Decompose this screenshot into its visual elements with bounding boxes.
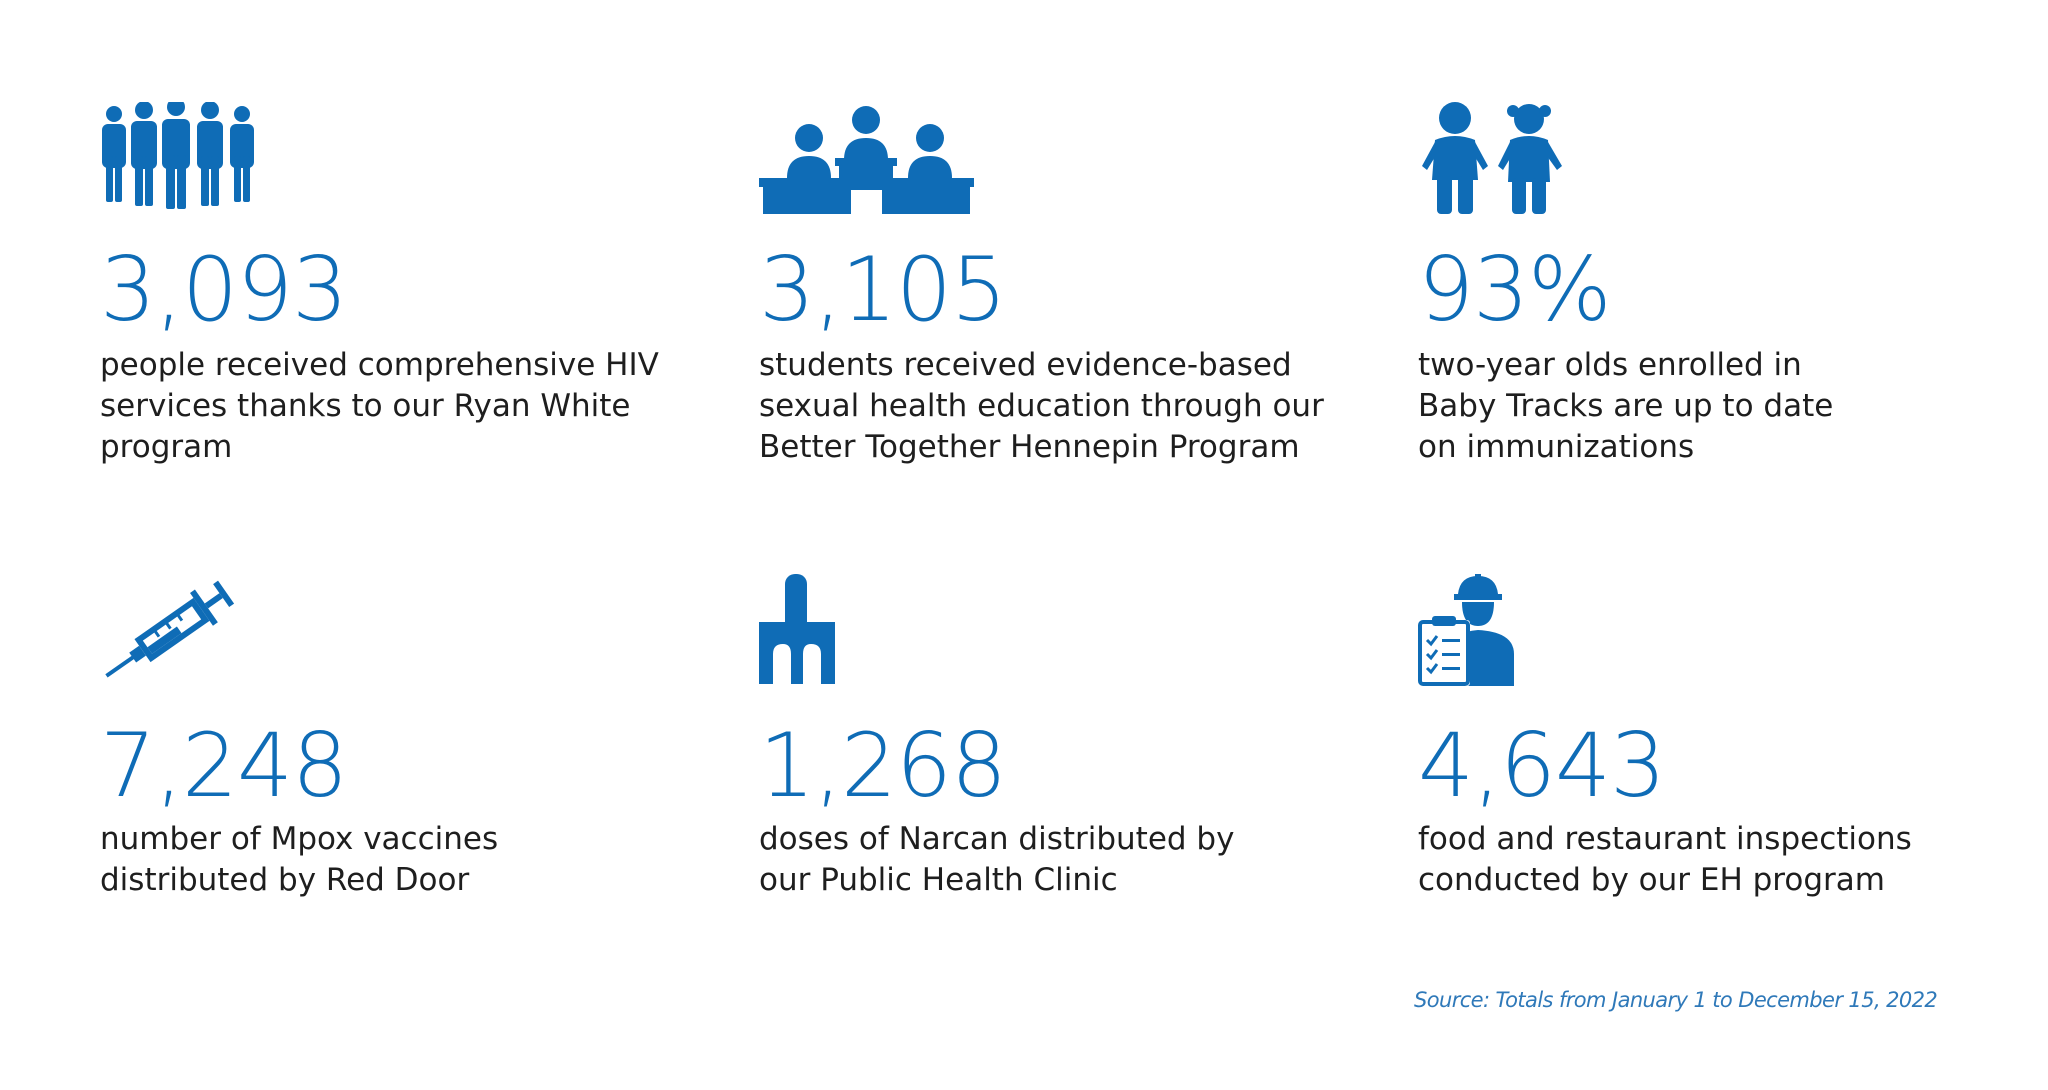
stat-value: 4,643 bbox=[1418, 714, 1666, 817]
description-line: Baby Tracks are up to date bbox=[1418, 388, 1834, 424]
stat-description: students received evidence-based sexual … bbox=[759, 345, 1359, 468]
source-note: Source: Totals from January 1 to Decembe… bbox=[1414, 988, 1938, 1012]
students-at-desks-icon bbox=[759, 106, 974, 214]
description-line: distributed by Red Door bbox=[100, 862, 470, 898]
stat-value: 1,268 bbox=[759, 714, 1007, 817]
stat-description: food and restaurant inspections conducte… bbox=[1418, 819, 2018, 901]
inspector-with-clipboard-icon bbox=[1418, 574, 1518, 686]
description-line: students received evidence-based bbox=[759, 347, 1292, 383]
stat-description: people received comprehensive HIV servic… bbox=[100, 345, 700, 468]
description-line: number of Mpox vaccines bbox=[100, 821, 499, 857]
description-line: doses of Narcan distributed by bbox=[759, 821, 1235, 857]
syringe-icon bbox=[100, 574, 245, 686]
description-line: sexual health education through our bbox=[759, 388, 1324, 424]
description-line: services thanks to our Ryan White bbox=[100, 388, 631, 424]
description-line: Better Together Hennepin Program bbox=[759, 429, 1300, 465]
stat-description: number of Mpox vaccines distributed by R… bbox=[100, 819, 700, 901]
description-line: food and restaurant inspections bbox=[1418, 821, 1912, 857]
description-line: our Public Health Clinic bbox=[759, 862, 1118, 898]
stat-value: 93% bbox=[1418, 238, 1612, 341]
people-group-icon bbox=[100, 102, 280, 214]
nasal-spray-icon bbox=[759, 574, 835, 686]
description-line: on immunizations bbox=[1418, 429, 1695, 465]
two-children-icon bbox=[1418, 102, 1568, 214]
stat-description: doses of Narcan distributed by our Publi… bbox=[759, 819, 1359, 901]
description-line: people received comprehensive HIV bbox=[100, 347, 659, 383]
description-line: two-year olds enrolled in bbox=[1418, 347, 1802, 383]
description-line: conducted by our EH program bbox=[1418, 862, 1885, 898]
stat-description: two-year olds enrolled in Baby Tracks ar… bbox=[1418, 345, 2018, 468]
description-line: program bbox=[100, 429, 233, 465]
stat-value: 3,093 bbox=[100, 238, 348, 341]
stat-value: 7,248 bbox=[100, 714, 348, 817]
stat-value: 3,105 bbox=[759, 238, 1007, 341]
